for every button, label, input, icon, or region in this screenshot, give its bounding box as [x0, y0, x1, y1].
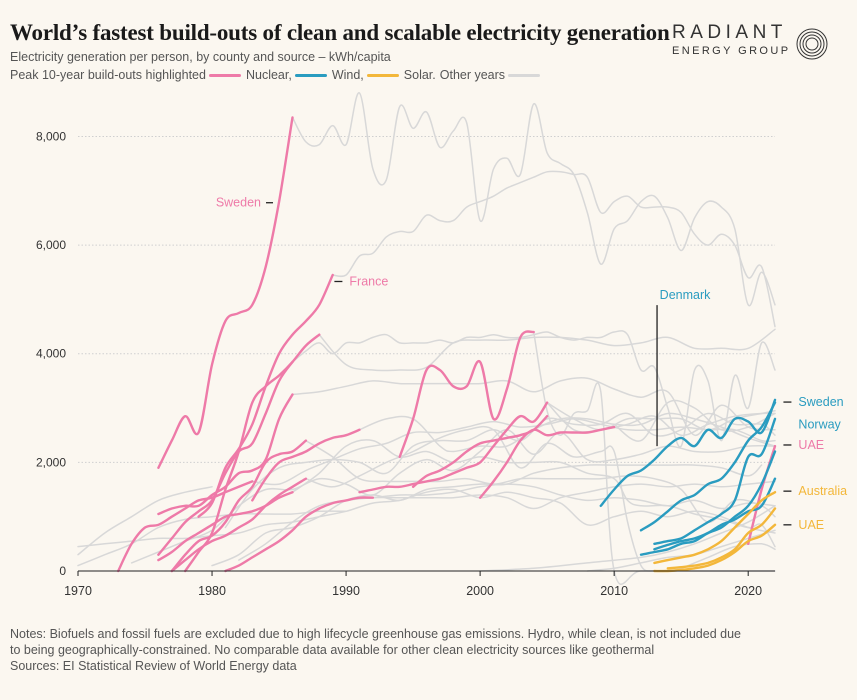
notes-line-1: Notes: Biofuels and fossil fuels are exc…	[10, 627, 741, 641]
series-line	[411, 415, 549, 488]
series-line	[157, 360, 294, 556]
series-line	[184, 333, 321, 573]
legend-label-nuclear: Nuclear,	[245, 68, 292, 82]
annotation-label: France	[349, 274, 388, 288]
annotation-label: UAE	[798, 438, 824, 452]
series-line	[211, 464, 763, 567]
series-line	[372, 483, 776, 510]
chart-subtitle: Electricity generation per person, by co…	[10, 50, 391, 64]
legend-label-other: Other years	[439, 68, 506, 82]
series-line	[318, 328, 776, 372]
legend-swatch-solar	[366, 73, 399, 77]
series-line	[398, 330, 535, 459]
series-line	[639, 401, 777, 532]
legend-swatch-other	[508, 73, 541, 77]
y-tick-label: 0	[59, 564, 66, 578]
chart-title: World’s fastest build-outs of clean and …	[10, 20, 670, 45]
series-line	[157, 116, 294, 469]
series-line	[546, 401, 776, 431]
x-tick-label: 2020	[734, 584, 762, 598]
logo-wordmark: RADIANT	[672, 22, 787, 43]
series-line	[291, 92, 776, 307]
series-line	[157, 393, 294, 516]
annotation-label: UAE	[798, 518, 824, 532]
annotation-label: Denmark	[660, 288, 711, 302]
series-line	[170, 439, 308, 573]
series-line	[157, 491, 294, 562]
logo-rings-icon	[796, 28, 828, 60]
series-line	[653, 477, 777, 551]
series-line	[291, 376, 776, 436]
series-line	[586, 529, 776, 572]
series-line	[653, 491, 777, 565]
legend-prefix: Peak 10-year build-outs highlighted	[10, 68, 206, 82]
annotation-label: Australia	[798, 484, 847, 498]
series-line	[599, 398, 777, 507]
series-line	[666, 507, 777, 570]
legend-swatch-wind	[294, 73, 327, 77]
series-line	[478, 425, 616, 499]
x-tick-label: 1980	[198, 584, 226, 598]
x-tick-label: 1990	[332, 584, 360, 598]
series-line	[291, 330, 776, 448]
logo-tagline: ENERGY GROUP	[672, 45, 791, 57]
annotation-label: Sweden	[798, 395, 843, 409]
series-line	[358, 401, 549, 494]
series-line	[653, 417, 777, 545]
brand-logo: RADIANT ENERGY GROUP	[672, 22, 832, 60]
chart-notes: Notes: Biofuels and fossil fuels are exc…	[10, 626, 830, 674]
legend-label-wind: Wind,	[331, 68, 364, 82]
y-tick-label: 4,000	[36, 347, 66, 361]
legend-label-solar: Solar.	[403, 68, 436, 82]
series-line	[224, 412, 776, 529]
x-tick-label: 1970	[64, 584, 92, 598]
series-line	[170, 477, 308, 573]
y-tick-label: 6,000	[36, 238, 66, 252]
y-tick-label: 2,000	[36, 455, 66, 469]
series-line	[251, 428, 361, 502]
series-line	[331, 170, 776, 328]
x-tick-label: 2000	[466, 584, 494, 598]
annotation-label: Sweden	[216, 196, 261, 210]
legend: Peak 10-year build-outs highlighted Nucl…	[10, 68, 545, 82]
series-line	[77, 486, 213, 556]
x-tick-label: 2010	[600, 584, 628, 598]
series-line	[117, 480, 254, 573]
y-tick-label: 8,000	[36, 129, 66, 143]
series-line	[479, 505, 776, 572]
legend-swatch-nuclear	[208, 73, 241, 77]
series-line	[77, 510, 347, 567]
series-line	[613, 399, 776, 442]
sources-line: Sources: EI Statistical Review of World …	[10, 659, 297, 673]
annotation-label: Norway	[798, 417, 841, 431]
series-line	[238, 480, 776, 561]
series-line	[224, 496, 375, 573]
notes-line-2: to being geographically-constrained. No …	[10, 643, 655, 657]
